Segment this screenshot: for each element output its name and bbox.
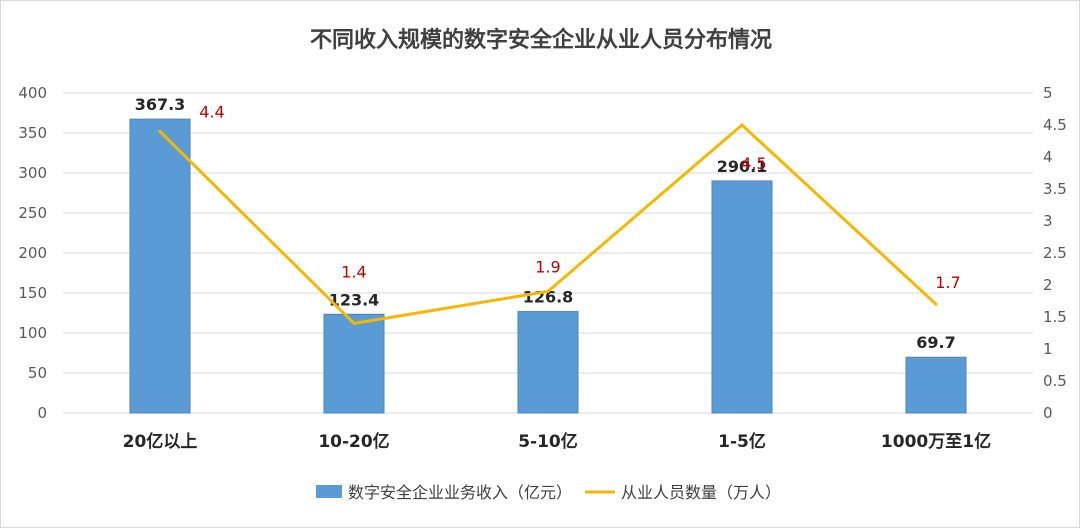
left-tick-label: 300 (18, 164, 47, 182)
right-tick-label: 3.5 (1043, 180, 1067, 198)
category-label: 20亿以上 (123, 431, 198, 452)
line-point (158, 129, 162, 133)
left-tick-label: 50 (28, 364, 47, 382)
chart-title: 不同收入规模的数字安全企业从业人员分布情况 (310, 27, 772, 53)
line-point (546, 289, 550, 293)
left-tick-label: 100 (18, 324, 47, 342)
right-tick-label: 1 (1043, 340, 1053, 358)
left-tick-label: 200 (18, 244, 47, 262)
line-value-label: 1.4 (341, 262, 366, 281)
right-tick-label: 5 (1043, 84, 1053, 102)
left-tick-label: 0 (37, 404, 47, 422)
bar (323, 313, 385, 414)
line-point (740, 123, 744, 127)
line-value-label: 4.5 (741, 154, 766, 173)
bar-value-label: 290.1 (717, 157, 768, 176)
category-label: 1000万至1亿 (881, 431, 991, 452)
right-axis-ticks: 0 0.5 1 1.5 2 2.5 3 3.5 4 4.5 5 (1043, 84, 1067, 422)
gridlines (63, 92, 1033, 414)
right-tick-label: 2.5 (1043, 244, 1067, 262)
line-value-label: 1.7 (935, 273, 960, 292)
legend-line-label: 从业人员数量（万人） (621, 483, 781, 502)
right-tick-label: 2 (1043, 276, 1053, 294)
left-tick-label: 400 (18, 84, 47, 102)
bar-value-label: 123.4 (329, 290, 380, 309)
bar (517, 311, 579, 414)
category-labels: 20亿以上 10-20亿 5-10亿 1-5亿 1000万至1亿 (123, 431, 991, 452)
right-tick-label: 4 (1043, 148, 1053, 166)
line-value-label: 4.4 (199, 102, 224, 121)
right-tick-label: 0.5 (1043, 372, 1067, 390)
right-tick-label: 0 (1043, 404, 1053, 422)
left-tick-label: 350 (18, 124, 47, 142)
left-tick-label: 250 (18, 204, 47, 222)
legend-bar-label: 数字安全企业业务收入（亿元） (348, 483, 572, 502)
left-axis-ticks: 0 50 100 150 200 250 300 350 400 (18, 84, 47, 422)
bar (711, 180, 773, 414)
category-label: 10-20亿 (318, 431, 389, 452)
line-point (934, 302, 938, 306)
left-tick-label: 150 (18, 284, 47, 302)
category-label: 5-10亿 (518, 431, 578, 452)
category-label: 1-5亿 (718, 431, 766, 452)
legend: 数字安全企业业务收入（亿元） 从业人员数量（万人） (316, 483, 781, 502)
line-point (352, 321, 356, 325)
bar (905, 356, 967, 414)
right-tick-label: 1.5 (1043, 308, 1067, 326)
line-value-label: 1.9 (535, 257, 560, 276)
right-tick-label: 4.5 (1043, 116, 1067, 134)
bar-value-label: 69.7 (916, 333, 955, 352)
right-tick-label: 3 (1043, 212, 1053, 230)
bar-value-label: 367.3 (135, 95, 186, 114)
bar (129, 118, 191, 414)
line-series: 4.4 1.4 1.9 4.5 1.7 (158, 102, 961, 326)
legend-bar-swatch (316, 485, 342, 498)
